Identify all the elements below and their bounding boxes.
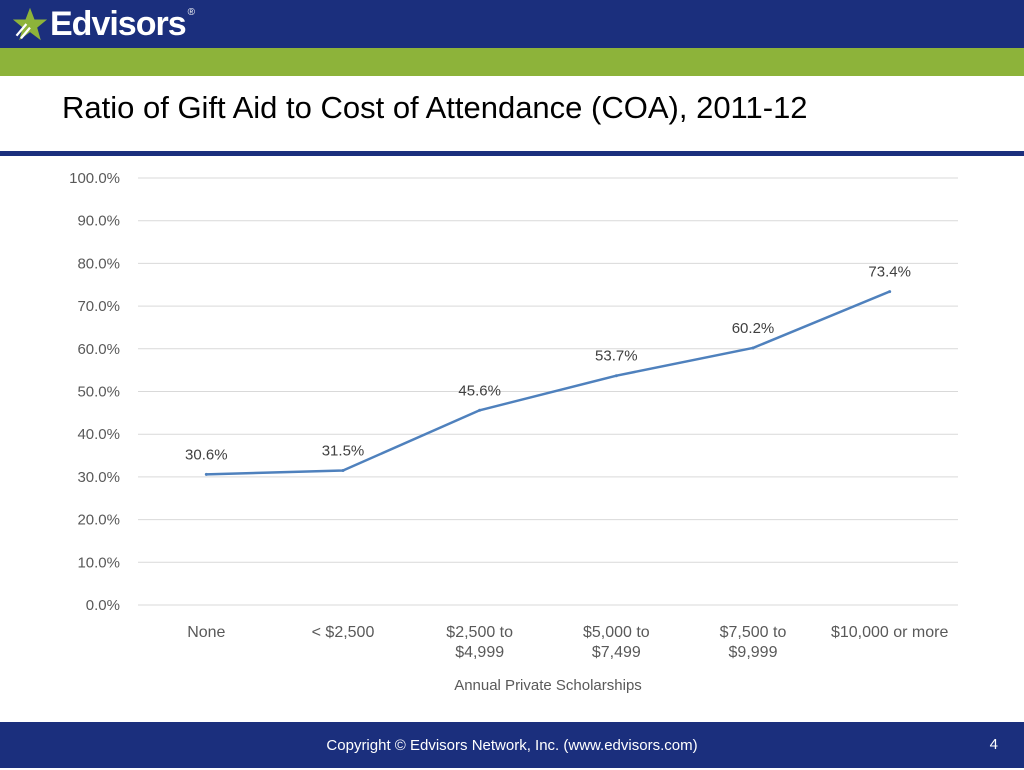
y-tick-label: 50.0% (77, 384, 120, 401)
logo-text: Edvisors (50, 5, 187, 43)
x-tick-label: None (187, 624, 225, 641)
x-axis-label: Annual Private Scholarships (454, 677, 642, 694)
y-tick-label: 20.0% (77, 512, 120, 529)
header-bar: Edvisors ® (0, 0, 1024, 48)
registered-mark: ® (187, 6, 195, 18)
y-tick-label: 0.0% (86, 597, 120, 614)
data-labels: 30.6% 31.5% 45.6% 53.7% 60.2% 73.4% (185, 264, 911, 464)
gridlines (138, 177, 958, 606)
y-axis-ticks: 0.0% 10.0% 20.0% 30.0% 40.0% 50.0% 60.0% 70.0% 8… (69, 170, 120, 614)
data-point (614, 374, 618, 378)
data-point (341, 468, 345, 472)
y-tick-label: 100.0% (69, 170, 120, 187)
star-icon (12, 7, 48, 41)
series (204, 290, 892, 476)
footer-bar: Copyright © Edvisors Network, Inc. (www.… (0, 722, 1024, 768)
x-tick-label: $2,500 to $4,999 (446, 624, 513, 661)
data-point (478, 408, 482, 412)
title-divider (0, 151, 1024, 156)
y-tick-label: 40.0% (77, 426, 120, 443)
x-tick-label: $10,000 or more (831, 624, 949, 641)
y-tick-label: 80.0% (77, 255, 120, 272)
copyright-text: Copyright © Edvisors Network, Inc. (www.… (326, 737, 698, 754)
y-tick-label: 60.0% (77, 341, 120, 358)
y-tick-label: 90.0% (77, 213, 120, 230)
data-label: 31.5% (322, 442, 365, 459)
data-label: 30.6% (185, 446, 228, 463)
data-label: 60.2% (732, 320, 775, 337)
data-label: 73.4% (868, 264, 911, 281)
y-tick-label: 10.0% (77, 554, 120, 571)
accent-bar (0, 48, 1024, 76)
y-tick-label: 70.0% (77, 298, 120, 315)
data-point (204, 472, 208, 476)
x-tick-label: $5,000 to $7,499 (583, 624, 650, 661)
data-point (888, 290, 892, 294)
x-tick-label: < $2,500 (312, 624, 375, 641)
y-tick-label: 30.0% (77, 469, 120, 486)
edvisors-logo: Edvisors ® (12, 4, 195, 44)
series-line (206, 290, 891, 476)
page-number: 4 (989, 736, 998, 753)
x-tick-label: $7,500 to $9,999 (720, 624, 787, 661)
line-chart: 0.0% 10.0% 20.0% 30.0% 40.0% 50.0% 60.0% 70.0% 8… (69, 170, 958, 694)
x-axis-ticks: None < $2,500 $2,500 to $4,999 $5,000 to $7,4… (187, 624, 948, 661)
slide-title: Ratio of Gift Aid to Cost of Attendance … (62, 90, 808, 125)
data-label: 45.6% (458, 382, 501, 399)
data-point (751, 346, 755, 350)
data-label: 53.7% (595, 348, 638, 365)
